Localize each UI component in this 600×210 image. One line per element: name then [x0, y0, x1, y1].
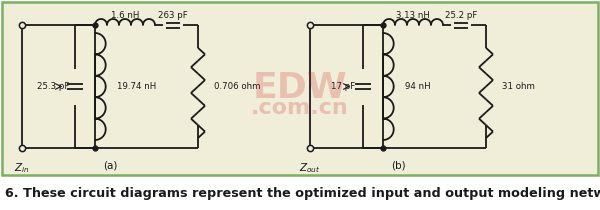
Text: $Z_{in}$: $Z_{in}$	[14, 161, 30, 175]
Text: 94 nH: 94 nH	[405, 82, 431, 91]
Text: 1.6 nH: 1.6 nH	[111, 12, 139, 21]
Text: 17 pF: 17 pF	[331, 82, 355, 91]
Text: $Z_{out}$: $Z_{out}$	[299, 161, 321, 175]
Text: 263 pF: 263 pF	[158, 12, 188, 21]
Text: (a): (a)	[103, 161, 117, 171]
Text: 31 ohm: 31 ohm	[502, 82, 535, 91]
Text: 3.13 nH: 3.13 nH	[396, 12, 430, 21]
Text: 19.74 nH: 19.74 nH	[117, 82, 156, 91]
Text: (b): (b)	[391, 161, 406, 171]
Text: 6. These circuit diagrams represent the optimized input and output modeling netw: 6. These circuit diagrams represent the …	[5, 186, 600, 199]
Text: 25.3 pF: 25.3 pF	[37, 82, 69, 91]
Text: 25.2 pF: 25.2 pF	[445, 12, 477, 21]
Text: .com.cn: .com.cn	[251, 98, 349, 118]
Text: 0.706 ohm: 0.706 ohm	[214, 82, 260, 91]
Text: EDW: EDW	[253, 71, 347, 105]
FancyBboxPatch shape	[2, 2, 598, 175]
